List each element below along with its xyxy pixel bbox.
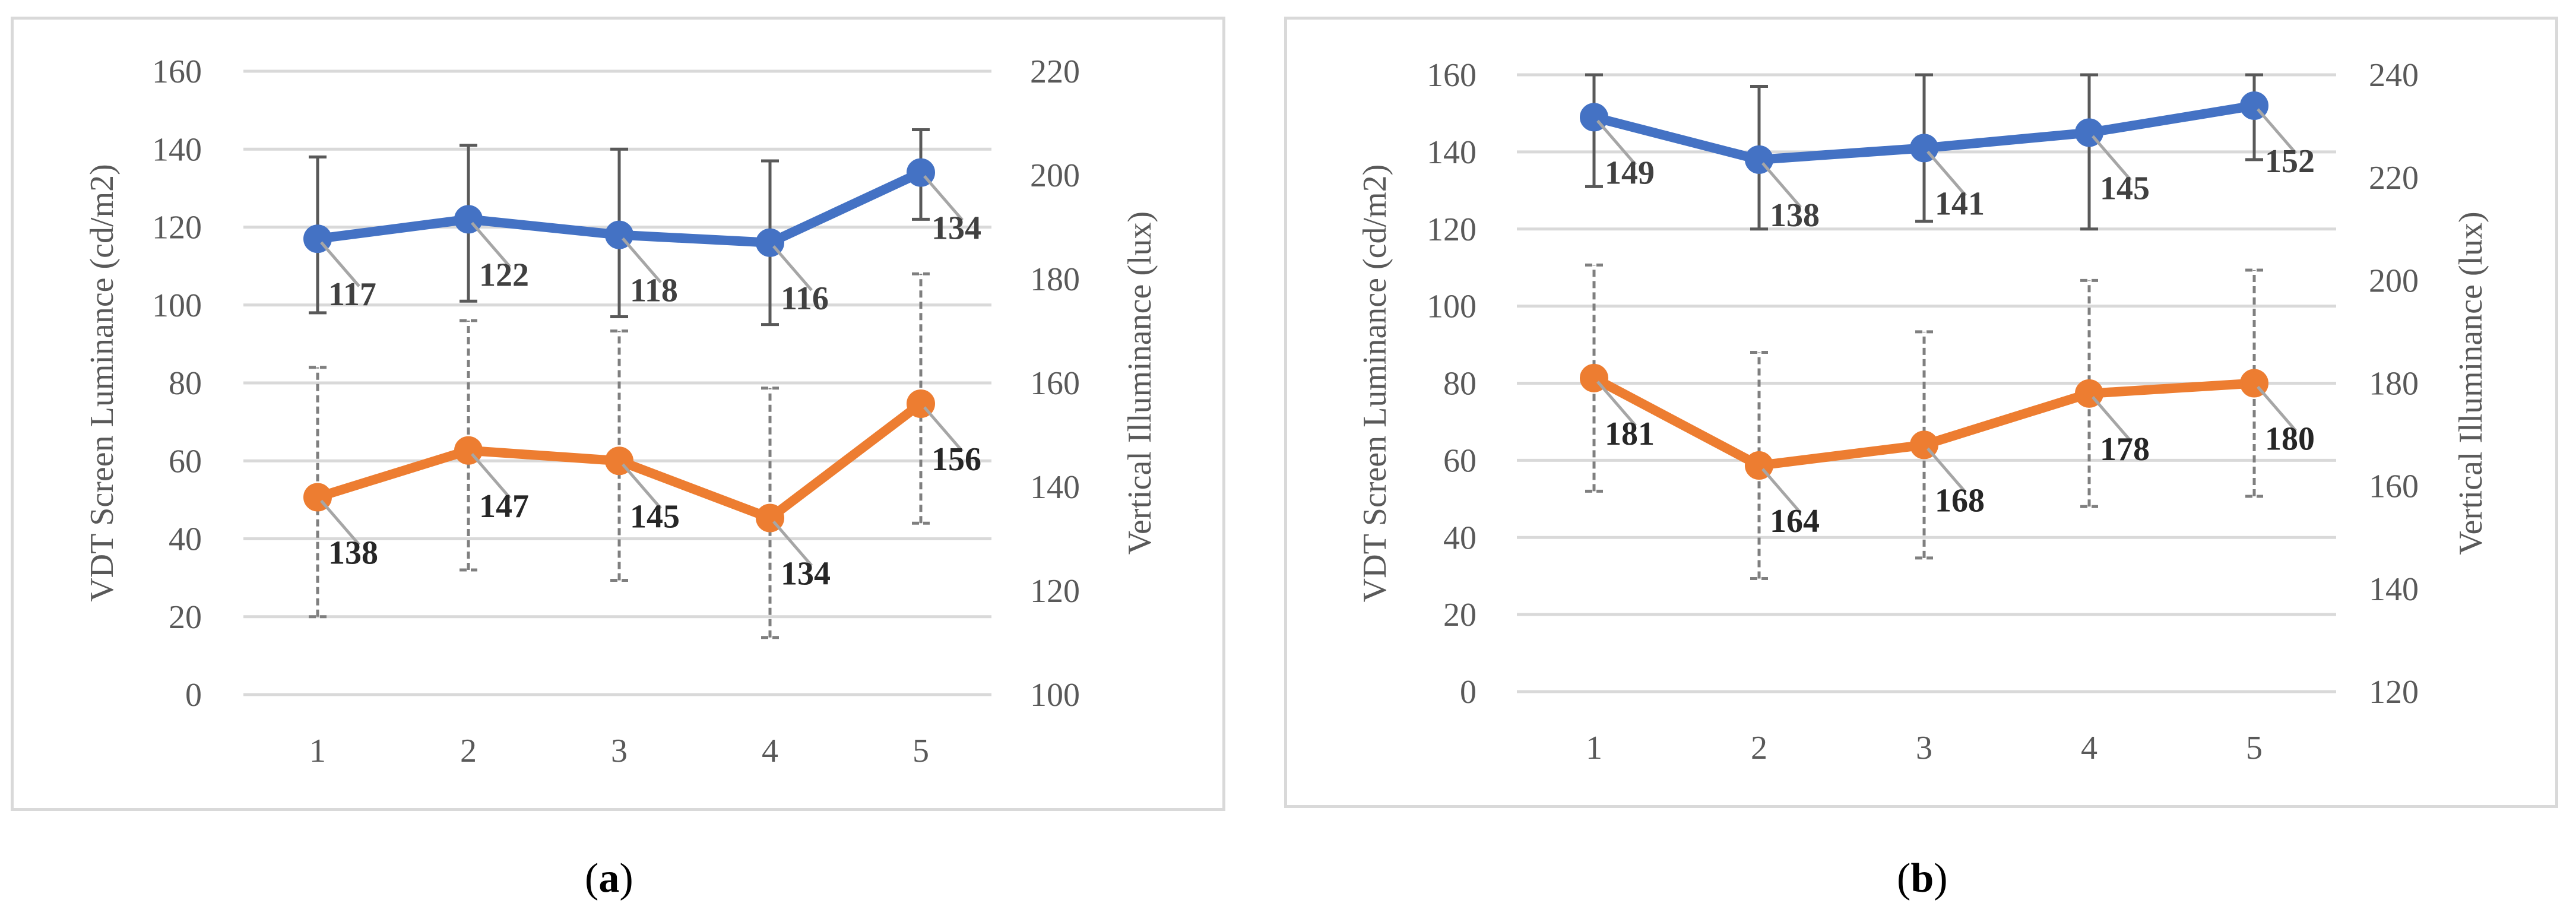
y-tick-right: 220 <box>2369 160 2419 197</box>
leader-line <box>923 406 964 452</box>
y-tick-left: 20 <box>1443 597 1476 633</box>
leader-line <box>2257 108 2297 154</box>
y-axis-title-left: VDT Screen Luminance (cd/m2) <box>1357 164 1393 603</box>
panel-label-b: (b) <box>1897 856 1948 901</box>
y-tick-left: 60 <box>169 443 202 480</box>
data-label: 164 <box>1770 503 1820 540</box>
leader-line <box>471 453 511 499</box>
data-label: 156 <box>931 441 981 478</box>
data-label: 178 <box>2100 431 2150 468</box>
y-tick-right: 200 <box>1030 157 1080 194</box>
leader-line <box>1596 381 1637 427</box>
x-tick: 2 <box>460 733 477 769</box>
y-tick-left: 140 <box>152 131 202 168</box>
leader-line <box>1596 119 1637 166</box>
y-axis-title-left: VDT Screen Luminance (cd/m2) <box>84 164 121 602</box>
data-label: 145 <box>630 498 680 535</box>
y-tick-left: 60 <box>1443 442 1476 479</box>
leader-line <box>1761 468 1802 514</box>
y-tick-right: 200 <box>2369 262 2419 299</box>
leader-line <box>1927 447 1967 494</box>
y-tick-left: 120 <box>1427 211 1476 248</box>
x-tick: 1 <box>309 733 326 769</box>
data-label: 138 <box>1770 197 1820 234</box>
data-label: 134 <box>931 210 981 247</box>
y-tick-left: 0 <box>1460 674 1476 711</box>
panel-label-a: (a) <box>585 856 633 901</box>
y-tick-left: 120 <box>152 210 202 246</box>
leader-line <box>320 499 360 546</box>
y-tick-left: 100 <box>1427 289 1476 325</box>
chart-a: 0 20 40 60 80 100 120 140 160 100 120 140 160 180 200 2… <box>84 53 1158 769</box>
leader-line <box>2092 135 2132 182</box>
y-tick-right: 120 <box>1030 573 1080 610</box>
data-label: 181 <box>1605 416 1655 452</box>
x-tick: 5 <box>912 733 929 769</box>
y-axis-title-right: Vertical Illuminance (lux) <box>1121 211 1158 555</box>
y-tick-left: 40 <box>1443 519 1476 556</box>
y-tick-left: 80 <box>169 365 202 402</box>
y-tick-right: 180 <box>2369 366 2419 403</box>
y-tick-left: 140 <box>1427 134 1476 171</box>
leader-line <box>1927 150 1967 197</box>
leader-line <box>772 520 813 567</box>
data-label: 180 <box>2265 421 2315 458</box>
y-tick-right: 220 <box>1030 53 1080 90</box>
data-label: 122 <box>479 256 529 293</box>
x-tick: 4 <box>2081 730 2097 766</box>
leader-line <box>471 221 511 268</box>
data-label: 147 <box>479 488 529 525</box>
x-tick: 4 <box>762 733 778 769</box>
data-label: 168 <box>1935 482 1985 519</box>
leader-line <box>622 463 662 509</box>
y-tick-right: 140 <box>2369 571 2419 608</box>
y-tick-right: 160 <box>1030 365 1080 402</box>
data-label: 117 <box>328 276 376 313</box>
y-tick-right: 180 <box>1030 261 1080 298</box>
y-tick-right: 240 <box>2369 57 2419 94</box>
y-tick-left: 100 <box>152 287 202 324</box>
y-tick-right: 140 <box>1030 469 1080 506</box>
x-tick: 3 <box>611 733 628 769</box>
y-tick-left: 80 <box>1443 366 1476 403</box>
x-tick: 2 <box>1751 730 1767 766</box>
y-tick-left: 20 <box>169 599 202 636</box>
y-axis-title-right: Vertical Illuminance (lux) <box>2453 211 2489 555</box>
y-tick-left: 0 <box>185 677 202 714</box>
leader-line <box>2092 396 2132 442</box>
data-label: 118 <box>630 273 678 309</box>
x-tick: 3 <box>1916 730 1932 766</box>
y-tick-left: 40 <box>169 521 202 558</box>
data-label: 141 <box>1935 185 1985 222</box>
y-tick-right: 160 <box>2369 468 2419 505</box>
x-tick: 5 <box>2246 730 2263 766</box>
y-tick-right: 100 <box>1030 677 1080 714</box>
chart-b: 0 20 40 60 80 100 120 140 160 120 140 160 180 200 220 2… <box>1357 57 2489 766</box>
leader-line <box>772 245 813 292</box>
leader-line <box>1761 162 1802 208</box>
data-label: 145 <box>2100 170 2150 207</box>
data-label: 138 <box>328 535 378 572</box>
data-label: 116 <box>781 280 829 317</box>
x-tick: 1 <box>1586 730 1602 766</box>
y-tick-left: 160 <box>152 53 202 90</box>
leader-line <box>923 175 964 221</box>
y-tick-right: 120 <box>2369 674 2419 711</box>
y-tick-left: 160 <box>1427 57 1476 94</box>
leader-line <box>622 237 662 284</box>
data-label: 134 <box>781 556 831 593</box>
leader-line <box>2257 385 2297 432</box>
data-label: 149 <box>1605 154 1655 191</box>
leader-line <box>320 241 360 287</box>
data-label: 152 <box>2265 143 2315 180</box>
